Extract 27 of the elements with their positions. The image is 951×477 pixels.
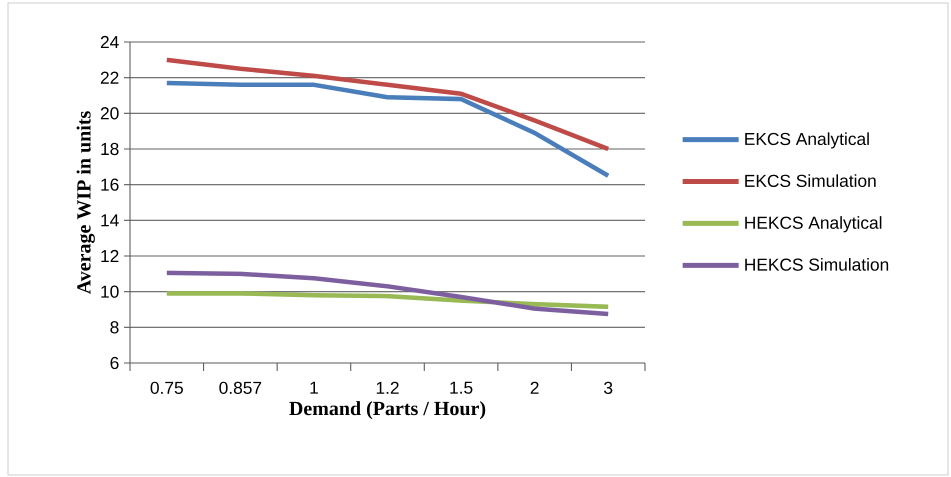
line-series [164,270,610,316]
y-tick-label: 22 [100,72,118,84]
legend-label: EKCS Simulation [745,174,876,187]
x-tick-label: 3 [604,382,612,394]
legend-label: EKCS Analytical [745,132,869,149]
x-axis-title: Demand (Parts / Hour) [289,401,486,420]
y-tick-label: 24 [100,36,119,48]
y-tick-label: 6 [110,356,119,370]
y-tick-label: 10 [101,286,119,298]
line-series [164,80,610,178]
x-tick-label: 0.857 [219,382,262,394]
y-tick-label: 16 [101,178,119,191]
x-tick-label: 2 [530,382,539,394]
y-tick-label: 18 [101,142,119,156]
y-tick-label: 8 [110,321,119,334]
y-axis-title: Average WIP in units [76,111,95,294]
line-series [164,291,610,310]
y-tick-label: 20 [100,107,119,120]
line-series [164,58,610,152]
legend-label: HEKCS Analytical [745,216,882,232]
legend-label: HEKCS Simulation [745,258,888,271]
y-tick-label: 14 [101,214,119,226]
x-tick-label: 1.2 [376,382,399,394]
x-tick-label: 1.5 [450,382,472,394]
x-tick-label: 0.75 [150,382,183,394]
x-tick-label: 1 [310,382,318,394]
y-tick-label: 12 [101,250,118,262]
